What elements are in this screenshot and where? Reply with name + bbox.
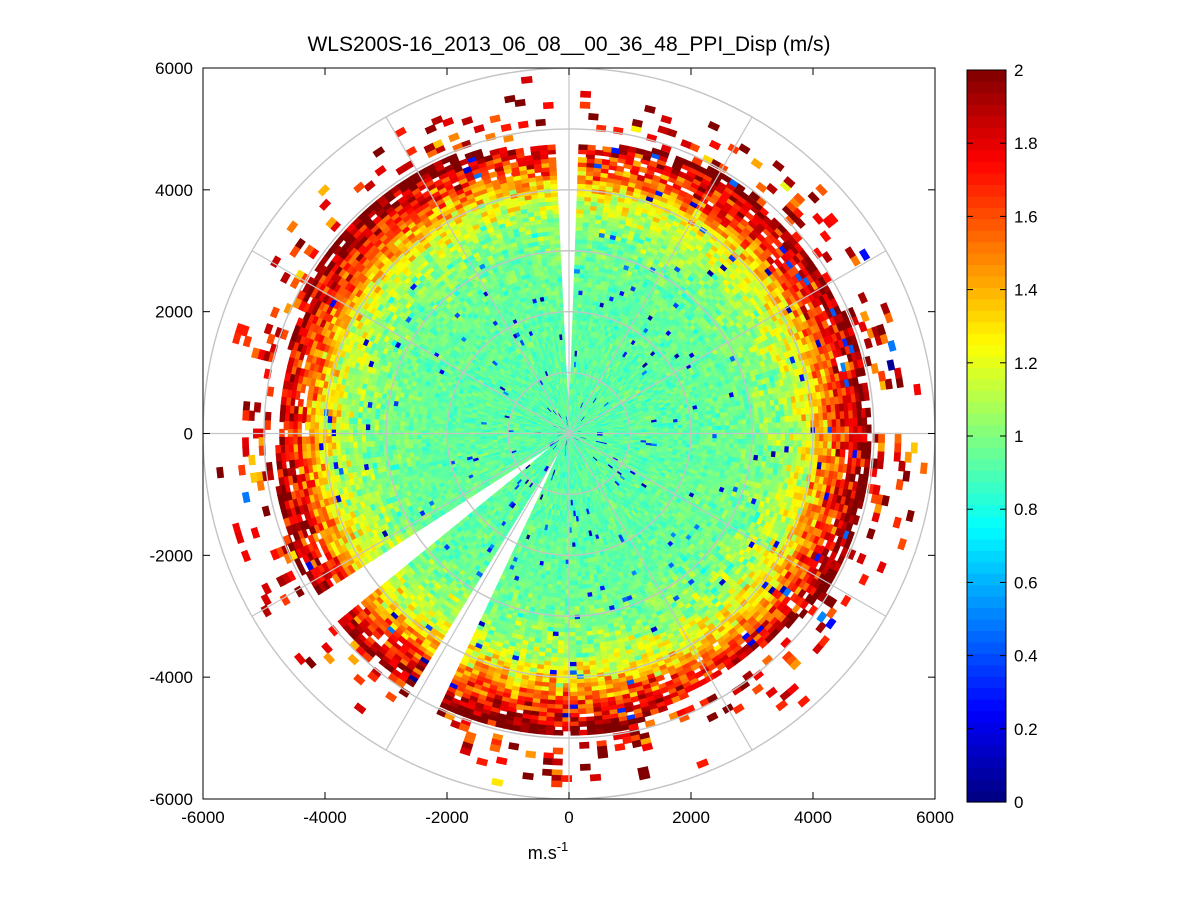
dispersion-cell xyxy=(577,157,587,163)
dispersion-cell xyxy=(797,419,804,428)
dispersion-cell xyxy=(746,427,753,435)
dispersion-cell xyxy=(788,420,795,429)
dispersion-cell xyxy=(797,426,804,435)
dispersion-cell xyxy=(772,427,778,435)
dispersion-cell xyxy=(712,428,718,435)
dispersion-cell xyxy=(827,425,834,435)
dispersion-cell xyxy=(793,426,799,435)
dispersion-cell xyxy=(720,428,727,435)
dispersion-cell xyxy=(759,427,765,435)
dispersion-cell xyxy=(708,428,714,435)
chart-title: WLS200S-16_2013_06_08__00_36_48_PPI_Disp… xyxy=(307,33,830,56)
dispersion-cell xyxy=(535,118,546,127)
dispersion-cell xyxy=(737,428,744,435)
dispersion-cell xyxy=(763,421,770,429)
dispersion-cell xyxy=(805,419,812,428)
dispersion-cell xyxy=(784,420,791,429)
dispersion-cell xyxy=(861,416,868,426)
dispersion-cell xyxy=(724,423,731,430)
dispersion-cell xyxy=(819,425,825,435)
dispersion-cell xyxy=(823,425,829,435)
dispersion-cell xyxy=(579,101,591,109)
dispersion-cell xyxy=(520,75,533,84)
dispersion-cell xyxy=(767,421,774,429)
dispersion-cell xyxy=(840,425,846,435)
dispersion-cell xyxy=(725,428,731,435)
dispersion-cell xyxy=(784,426,791,435)
dispersion-cell xyxy=(814,425,821,435)
dispersion-cell xyxy=(588,113,599,121)
dispersion-cell xyxy=(733,423,740,430)
dispersion-cell xyxy=(801,426,808,435)
dispersion-cell xyxy=(913,383,922,396)
dispersion-cell xyxy=(865,424,872,435)
dispersion-cell xyxy=(848,424,855,435)
dispersion-cell xyxy=(733,428,740,435)
dispersion-cell xyxy=(836,425,842,435)
dispersion-cell xyxy=(865,407,872,418)
dispersion-cell xyxy=(580,90,592,98)
dispersion-cell xyxy=(771,421,778,429)
dispersion-cell xyxy=(789,426,795,435)
dispersion-cell xyxy=(729,428,735,435)
dispersion-cell xyxy=(767,427,774,435)
dispersion-cell xyxy=(853,424,859,435)
dispersion-cell xyxy=(763,427,770,435)
dispersion-cell xyxy=(737,423,744,430)
dispersion-cell xyxy=(716,428,723,435)
dispersion-cell xyxy=(530,145,540,153)
plot-axes: -6000 -4000 -2000 0 2000 4000 6000 -6000-4000-… xyxy=(150,59,954,827)
dispersion-cell xyxy=(806,426,812,435)
dispersion-cell xyxy=(776,421,782,429)
dispersion-cell xyxy=(746,422,752,430)
dispersion-cell xyxy=(759,422,765,429)
dispersion-cell xyxy=(831,425,838,435)
dispersion-cell xyxy=(720,424,727,430)
dispersion-cell xyxy=(780,426,787,435)
dispersion-cell xyxy=(857,424,864,435)
dispersion-cell xyxy=(780,420,787,429)
dispersion-cell xyxy=(844,425,851,435)
dispersion-cell xyxy=(729,423,735,430)
dispersion-cell xyxy=(755,427,761,435)
dispersion-cell xyxy=(542,101,554,110)
dispersion-cell xyxy=(741,422,748,430)
dispersion-cell xyxy=(578,144,588,151)
dispersion-cell xyxy=(776,427,782,435)
dispersion-cell xyxy=(793,420,799,428)
dispersion-cell xyxy=(754,422,761,429)
dispersion-cell xyxy=(861,424,868,435)
dispersion-cell xyxy=(742,427,748,435)
